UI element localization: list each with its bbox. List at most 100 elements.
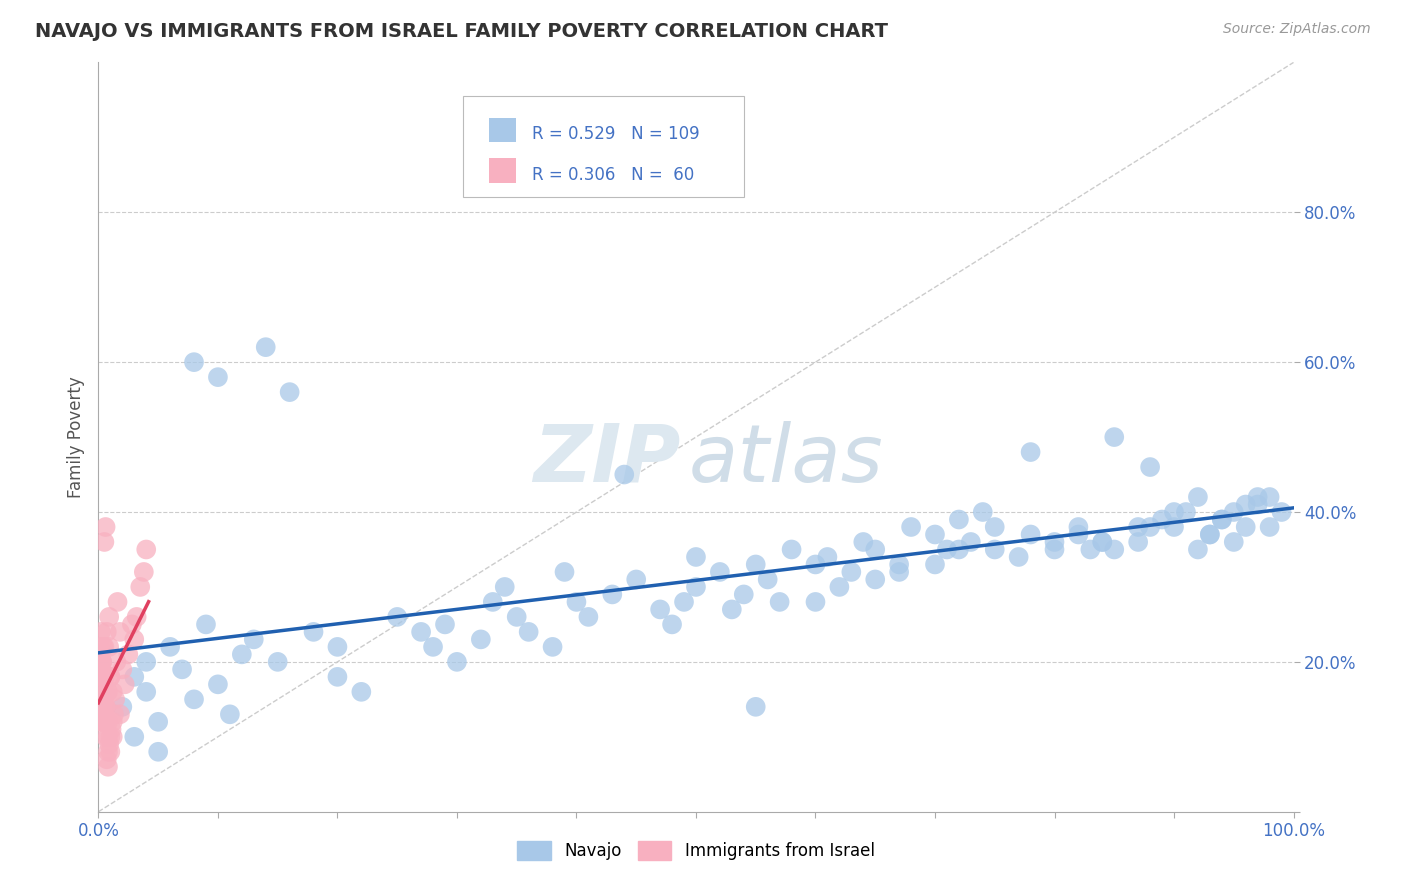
Point: [104, 692, 127, 706]
Point: [1080, 542, 1102, 557]
Point: [350, 685, 373, 699]
Point: [1187, 490, 1209, 504]
Point: [411, 624, 433, 639]
Point: [132, 565, 155, 579]
Point: [101, 714, 124, 729]
Point: [481, 595, 505, 609]
Point: [326, 640, 349, 654]
Point: [1223, 535, 1246, 549]
Point: [1043, 542, 1066, 557]
Point: [1067, 520, 1090, 534]
Point: [100, 723, 122, 737]
FancyBboxPatch shape: [463, 96, 744, 197]
Point: [90, 685, 112, 699]
Point: [302, 624, 325, 639]
Point: [1271, 505, 1294, 519]
Point: [1128, 520, 1150, 534]
Text: NAVAJO VS IMMIGRANTS FROM ISRAEL FAMILY POVERTY CORRELATION CHART: NAVAJO VS IMMIGRANTS FROM ISRAEL FAMILY …: [35, 22, 889, 41]
Point: [434, 617, 457, 632]
Point: [107, 595, 129, 609]
Point: [1199, 527, 1222, 541]
Point: [94, 714, 117, 729]
Point: [91, 655, 114, 669]
Point: [90, 670, 112, 684]
Point: [554, 565, 576, 579]
Point: [1128, 535, 1150, 549]
Point: [97, 714, 120, 729]
Point: [804, 558, 827, 572]
Point: [841, 565, 863, 579]
Point: [231, 648, 253, 662]
Point: [96, 685, 118, 699]
Point: [948, 542, 970, 557]
Point: [219, 707, 242, 722]
Point: [828, 580, 851, 594]
Point: [517, 624, 540, 639]
Point: [207, 370, 229, 384]
Point: [148, 745, 170, 759]
Point: [1008, 549, 1031, 564]
Point: [93, 670, 115, 684]
Point: [960, 535, 983, 549]
Point: [1258, 490, 1281, 504]
Point: [565, 595, 588, 609]
Point: [91, 714, 114, 729]
Point: [661, 617, 683, 632]
Point: [121, 617, 143, 632]
Point: [804, 595, 827, 609]
Point: [768, 595, 790, 609]
Point: [924, 527, 946, 541]
Point: [108, 624, 131, 639]
Point: [972, 505, 994, 519]
Point: [98, 670, 122, 684]
Point: [936, 542, 959, 557]
Y-axis label: Family Poverty: Family Poverty: [66, 376, 84, 498]
Point: [195, 617, 218, 632]
Point: [97, 745, 120, 759]
Point: [97, 685, 120, 699]
Point: [114, 677, 136, 691]
Point: [721, 602, 744, 616]
Point: [865, 542, 887, 557]
Point: [98, 737, 121, 751]
Point: [613, 467, 636, 482]
Point: [103, 707, 125, 722]
Point: [385, 610, 409, 624]
Point: [124, 730, 146, 744]
Point: [108, 707, 131, 722]
Point: [446, 655, 468, 669]
Text: R = 0.306   N =  60: R = 0.306 N = 60: [533, 166, 695, 184]
Point: [506, 610, 529, 624]
Point: [97, 760, 120, 774]
Point: [1067, 527, 1090, 541]
Point: [470, 632, 492, 647]
Point: [90, 699, 112, 714]
Point: [111, 699, 134, 714]
Text: atlas: atlas: [688, 420, 883, 499]
Text: R = 0.529   N = 109: R = 0.529 N = 109: [533, 125, 700, 144]
Point: [89, 640, 111, 654]
Point: [1234, 498, 1257, 512]
Point: [183, 692, 205, 706]
Point: [98, 745, 122, 759]
Point: [984, 520, 1007, 534]
Point: [89, 655, 111, 669]
Point: [709, 565, 731, 579]
Point: [90, 624, 112, 639]
Point: [541, 640, 564, 654]
Legend: Navajo, Immigrants from Israel: Navajo, Immigrants from Israel: [510, 835, 882, 867]
Point: [91, 685, 114, 699]
Point: [135, 542, 157, 557]
Point: [685, 580, 707, 594]
Point: [148, 714, 170, 729]
Point: [125, 610, 148, 624]
Point: [1258, 520, 1281, 534]
Point: [1247, 490, 1270, 504]
Point: [889, 565, 911, 579]
Point: [91, 640, 114, 654]
Point: [91, 655, 114, 669]
Point: [326, 670, 349, 684]
Point: [124, 632, 146, 647]
Point: [1187, 542, 1209, 557]
Point: [98, 670, 122, 684]
